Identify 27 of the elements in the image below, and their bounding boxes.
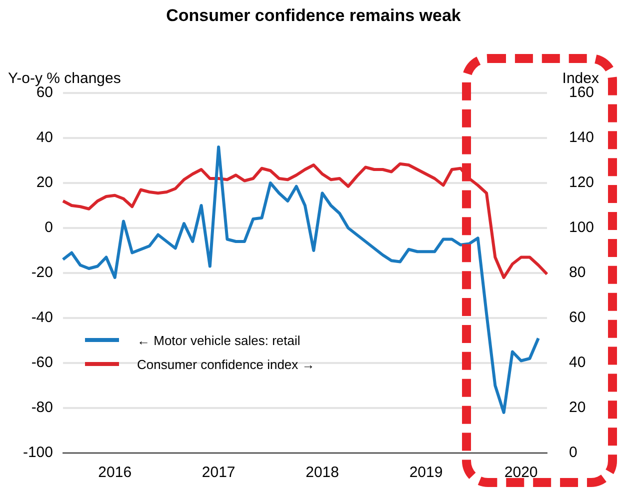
y2-tick-label: 100 <box>569 219 594 236</box>
y-tick-label: -60 <box>31 354 53 372</box>
chart-title: Consumer confidence remains weak <box>165 6 462 26</box>
x-tick-label: 2017 <box>202 464 236 482</box>
y2-tick-label: 0 <box>569 444 578 462</box>
y-tick-label: -80 <box>31 399 53 416</box>
x-tick-label: 2019 <box>409 464 443 482</box>
y2-tick-label: 140 <box>569 129 594 146</box>
y-axis-title: Y-o-y % changes <box>8 70 121 87</box>
y2-tick-label: 80 <box>569 264 586 282</box>
x-tick-label: 2016 <box>98 464 132 482</box>
y-tick-label: -100 <box>22 444 53 462</box>
y2-axis-title: Index <box>562 70 599 87</box>
y2-tick-label: 20 <box>569 399 586 416</box>
y-tick-label: -40 <box>31 309 53 326</box>
legend-label: Consumer confidence index → <box>137 356 315 372</box>
y2-tick-label: 40 <box>569 354 586 372</box>
x-tick-label: 2020 <box>504 464 538 482</box>
y-tick-label: -20 <box>31 264 53 282</box>
y2-tick-label: 120 <box>569 174 594 192</box>
y2-tick-label: 60 <box>569 309 586 326</box>
y2-tick-label: 160 <box>569 84 594 102</box>
y-tick-label: 0 <box>44 219 53 236</box>
x-tick-label: 2018 <box>306 464 339 482</box>
legend-label: ← Motor vehicle sales: retail <box>137 332 300 348</box>
y-tick-label: 40 <box>36 129 53 146</box>
y-tick-label: 20 <box>36 174 53 192</box>
